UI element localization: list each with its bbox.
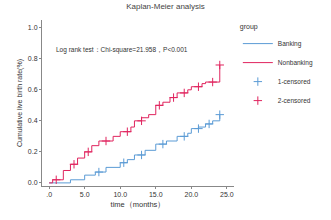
svg-text:Cumulative live birth rate(%): Cumulative live birth rate(%): [16, 59, 24, 147]
svg-text:time（months）: time（months）: [111, 200, 166, 209]
svg-text:2-censored: 2-censored: [278, 97, 311, 104]
svg-text:group: group: [240, 23, 258, 31]
svg-text:25.0: 25.0: [220, 191, 234, 198]
svg-text:0.0: 0.0: [28, 179, 38, 186]
svg-text:0.4: 0.4: [28, 117, 38, 124]
svg-text:0.2: 0.2: [28, 148, 38, 155]
svg-text:10.0: 10.0: [113, 191, 127, 198]
svg-text:5.0: 5.0: [80, 191, 90, 198]
svg-text:1-censored: 1-censored: [278, 78, 311, 85]
svg-text:0.8: 0.8: [28, 55, 38, 62]
svg-text:0.6: 0.6: [28, 86, 38, 93]
svg-text:15.0: 15.0: [149, 191, 163, 198]
svg-text:Nonbanking: Nonbanking: [278, 59, 313, 67]
svg-text:Kaplan-Meier analysis: Kaplan-Meier analysis: [126, 2, 205, 11]
svg-text:Banking: Banking: [278, 40, 302, 48]
svg-text:1.0: 1.0: [28, 24, 38, 31]
svg-text:Log rank test：Chi-square=21.95: Log rank test：Chi-square=21.958，P<0.001: [56, 46, 188, 54]
svg-text:20.0: 20.0: [185, 191, 199, 198]
svg-text:.0: .0: [46, 191, 52, 198]
